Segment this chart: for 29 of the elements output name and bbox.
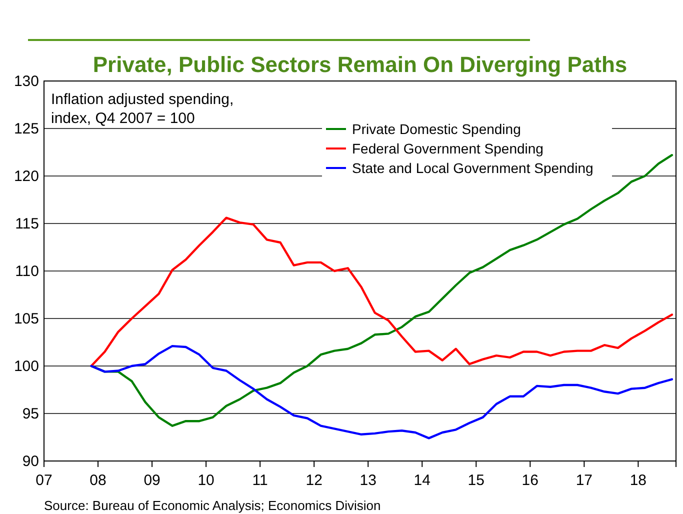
x-tick-label: 13	[360, 472, 376, 489]
y-tick-label: 105	[14, 310, 39, 328]
x-tick-label: 09	[144, 472, 160, 489]
x-tick-label: 16	[522, 472, 538, 489]
x-tick-label: 14	[414, 472, 430, 489]
x-tick-label: 07	[36, 472, 52, 489]
x-tick-label: 12	[306, 472, 322, 489]
chart-title: Private, Public Sectors Remain On Diverging Paths	[92, 52, 628, 77]
legend-label: Private Domestic Spending	[352, 121, 521, 137]
x-tick-label: 18	[630, 472, 647, 489]
x-tick-label: 10	[198, 472, 214, 489]
legend-label: State and Local Government Spending	[352, 160, 594, 176]
y-tick-label: 110	[15, 262, 39, 280]
line-series	[90, 344, 674, 440]
y-tick-label: 95	[22, 405, 39, 422]
y-tick-label: 115	[15, 215, 39, 232]
y-tick-label: 100	[14, 358, 39, 375]
x-tick-label: 17	[576, 472, 593, 489]
y-tick-label: 90	[22, 452, 39, 470]
source-note: Source: Bureau of Economic Analysis; Economics Division	[44, 498, 381, 513]
line-series	[90, 216, 674, 368]
annotation: Inflation adjusted spending, index, Q4 2007 = 100	[51, 91, 234, 127]
y-tick-label: 120	[14, 168, 39, 185]
y-tick-label: 125	[14, 120, 39, 138]
legend-label: Federal Government Spending	[352, 140, 544, 156]
y-tick-label: 130	[14, 72, 39, 90]
x-tick-label: 08	[90, 472, 106, 489]
x-tick-label: 15	[468, 472, 484, 489]
x-tick-label: 11	[252, 472, 268, 489]
